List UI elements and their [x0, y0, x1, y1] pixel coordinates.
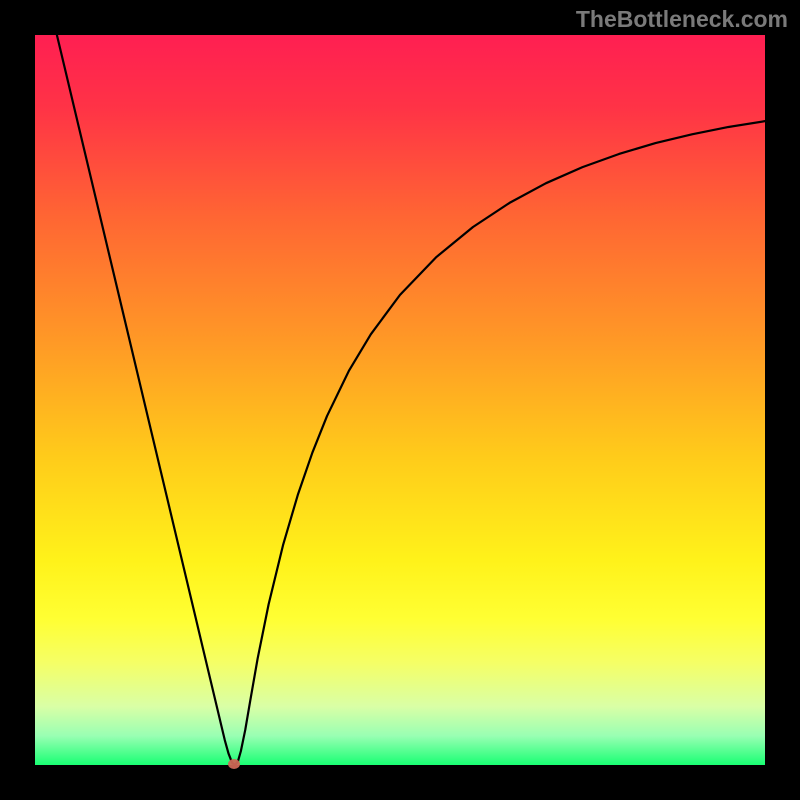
optimum-marker — [228, 759, 240, 769]
chart-frame: TheBottleneck.com — [0, 0, 800, 800]
bottleneck-curve — [57, 35, 765, 765]
curve-svg — [35, 35, 765, 765]
watermark-text: TheBottleneck.com — [576, 6, 788, 33]
plot-area — [35, 35, 765, 765]
